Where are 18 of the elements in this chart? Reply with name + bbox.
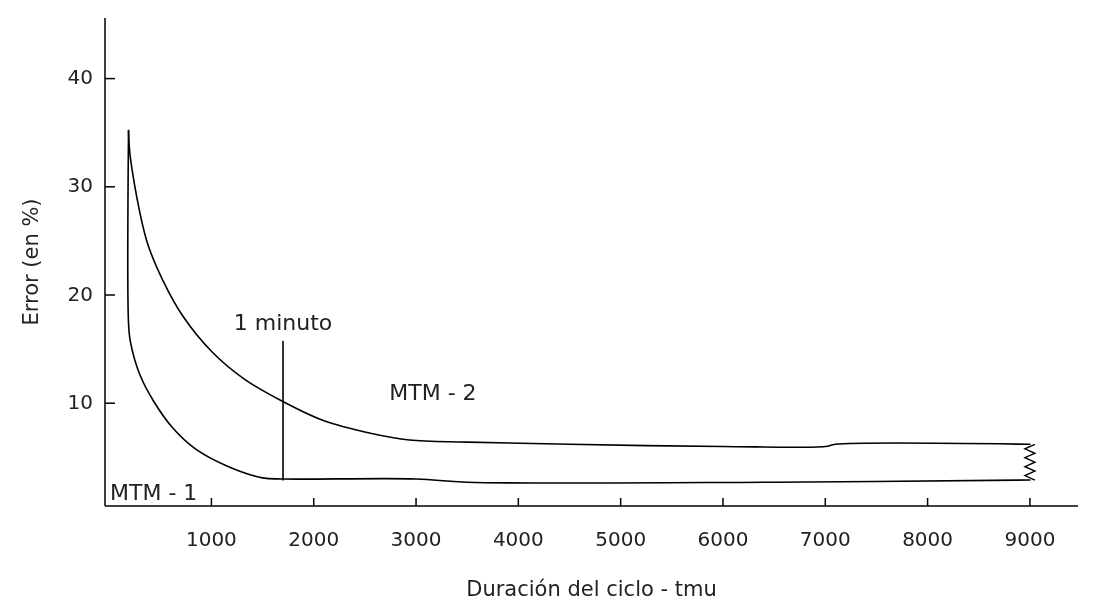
x-tick-label: 2000 <box>288 527 340 551</box>
x-tick-label: 4000 <box>492 527 544 551</box>
x-tick-label: 3000 <box>390 527 442 551</box>
x-tick-label: 5000 <box>595 527 647 551</box>
x-tick-label: 8000 <box>902 527 954 551</box>
y-tick-label: 20 <box>67 281 93 306</box>
series-label: MTM - 1 <box>110 479 198 505</box>
x-tick-label: 6000 <box>697 527 749 551</box>
x-tick-label: 7000 <box>799 527 851 551</box>
x-axis-title: Duración del ciclo - tmu <box>466 577 717 601</box>
y-tick-label: 30 <box>67 173 93 198</box>
series-label: MTM - 2 <box>389 380 477 405</box>
x-tick-label: 9000 <box>1004 527 1056 551</box>
y-axis-title: Error (en %) <box>19 198 43 326</box>
y-tick-label: 10 <box>67 389 93 414</box>
annotation: 1 minuto <box>233 309 333 335</box>
x-tick-label: 1000 <box>185 527 237 551</box>
y-tick-label: 40 <box>67 65 93 90</box>
